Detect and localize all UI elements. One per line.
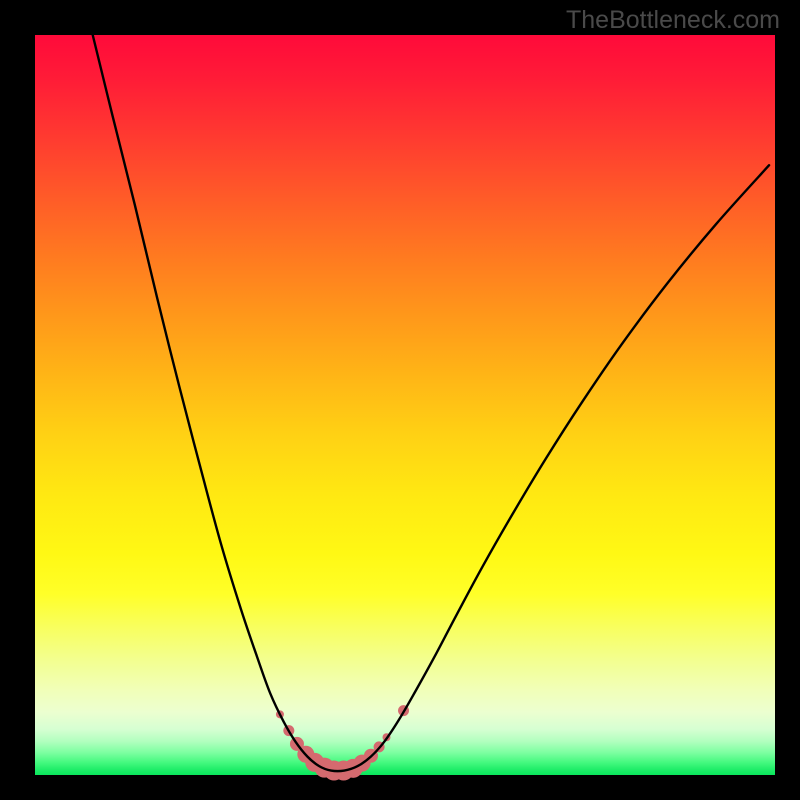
watermark-text: TheBottleneck.com xyxy=(566,6,780,35)
chart-area xyxy=(35,35,775,775)
bottleneck-curve xyxy=(93,35,769,771)
curve-layer xyxy=(35,35,775,775)
